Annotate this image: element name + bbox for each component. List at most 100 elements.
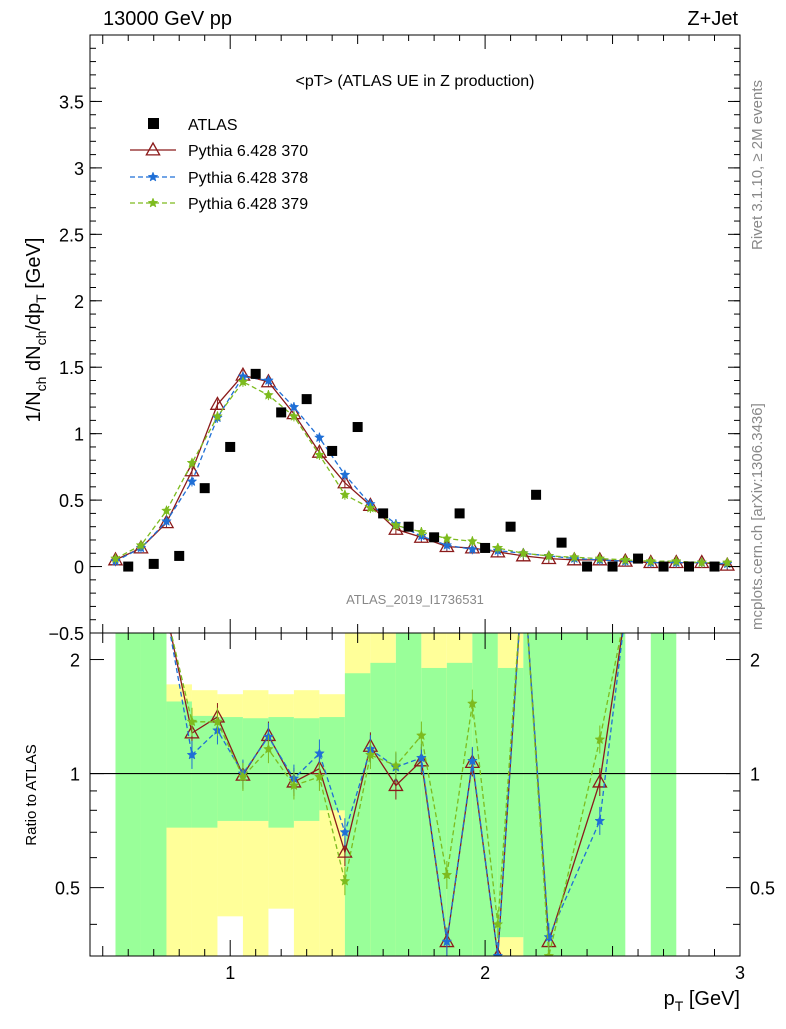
ratio-point	[415, 752, 427, 763]
main-plot-series	[107, 366, 736, 572]
ratio-axis: 0.5 0.5 1 1 2 2 1 2 3	[55, 633, 775, 983]
data-point-379	[110, 552, 121, 564]
y-tick-label: 2.5	[59, 225, 84, 245]
data-point-atlas	[429, 532, 440, 543]
ratio-point	[390, 759, 402, 771]
data-point-atlas	[531, 489, 542, 500]
ratio-y-tick-label: 1	[70, 765, 80, 785]
data-point-atlas	[148, 558, 159, 569]
data-point-370	[337, 474, 353, 489]
data-point-379	[161, 505, 172, 516]
rivet-label: Rivet 3.1.10, ≥ 2M events	[749, 80, 766, 250]
ratio-point	[186, 716, 198, 727]
data-point-atlas	[301, 394, 312, 405]
ratio-point	[339, 826, 351, 837]
y-axis-title: 1/Nch dNch/dpT [GeV]	[23, 238, 49, 423]
data-point-378	[314, 432, 325, 443]
data-point-atlas	[250, 368, 261, 379]
data-point-379	[670, 555, 682, 566]
ratio-x-tick-label: 1	[225, 963, 235, 983]
y-tick-label: 3.5	[59, 92, 84, 112]
data-point-379	[415, 526, 427, 537]
ratio-y-tick-label: 0.5	[55, 879, 80, 899]
data-point-atlas	[225, 441, 236, 452]
data-point-370	[158, 514, 175, 529]
ratio-point	[466, 755, 478, 766]
data-point-378	[466, 543, 478, 554]
ratio-line	[170, 633, 622, 956]
data-point-379	[619, 554, 631, 565]
legend-label: Pythia 6.428 370	[188, 143, 308, 160]
band-green	[140, 633, 167, 956]
data-point-atlas	[378, 508, 389, 519]
ratio-point	[543, 931, 555, 942]
data-point-370	[413, 528, 430, 543]
data-point-370	[515, 547, 532, 562]
band-green	[217, 717, 243, 821]
y-tick-label: 1.5	[59, 358, 84, 378]
data-point-379	[186, 457, 198, 468]
svg-text:1/Nch dNch/dpT [GeV]: 1/Nch dNch/dpT [GeV]	[23, 238, 49, 423]
data-point-atlas	[684, 561, 695, 572]
ratio-point	[263, 743, 274, 754]
ratio-y-tick-label-right: 2	[750, 651, 760, 671]
band-green	[370, 662, 396, 956]
band-green	[523, 633, 626, 956]
data-point-atlas	[352, 422, 363, 433]
legend-marker-atlas	[148, 118, 159, 129]
ratio-point-370	[388, 777, 404, 792]
ratio-series	[169, 633, 624, 956]
band-green	[166, 701, 192, 828]
data-point-atlas	[582, 561, 593, 572]
ratio-point	[288, 779, 300, 791]
ratio-point	[212, 716, 223, 727]
data-point-378	[161, 515, 172, 526]
data-point-atlas	[505, 521, 516, 532]
data-point-atlas	[480, 542, 491, 553]
data-point-atlas	[454, 508, 465, 519]
y-tick-label: 0.5	[59, 491, 84, 511]
data-point-378	[288, 401, 300, 412]
data-point-379	[594, 552, 606, 564]
main-plot-panel: −0.5 0 0.5 1 1.5 2 2.5 3 3.5 <pT> (ATLAS UE in Z…	[23, 34, 741, 644]
legend-label: ATLAS	[188, 117, 238, 134]
data-point-379	[314, 449, 325, 460]
legend-label: Pythia 6.428 379	[188, 196, 308, 213]
ratio-y-tick-label-right: 1	[750, 765, 760, 785]
data-point-370	[184, 462, 200, 477]
data-point-379	[696, 556, 708, 568]
data-point-379	[441, 532, 453, 544]
data-point-379	[543, 550, 555, 561]
data-point-379	[517, 547, 529, 558]
data-point-378	[186, 475, 198, 487]
ratio-panel: 0.5 0.5 1 1 2 2 1 2 3 Ratio to ATLAS pT [GeV]	[23, 632, 775, 1014]
data-point-370	[260, 373, 277, 388]
y-tick-label: 3	[74, 159, 84, 179]
data-point-378	[339, 469, 351, 480]
data-point-370	[388, 521, 404, 535]
band-green	[344, 673, 371, 956]
data-point-atlas	[403, 521, 414, 532]
data-point-370	[541, 550, 557, 565]
ratio-point	[441, 869, 453, 880]
data-point-379	[364, 502, 376, 513]
ratio-point-370	[184, 724, 200, 739]
mcplots-label: mcplots.cern.ch [arXiv:1306.3436]	[749, 403, 766, 630]
data-point-379	[263, 389, 274, 400]
y-tick-label: 2	[74, 292, 84, 312]
svg-text:pT [GeV]: pT [GeV]	[664, 988, 740, 1014]
data-point-379	[390, 519, 402, 530]
data-point-370	[209, 396, 226, 410]
ratio-frame	[89, 632, 741, 957]
legend-label: Pythia 6.428 378	[188, 170, 308, 187]
data-point-atlas	[633, 553, 644, 564]
ratio-point-370	[337, 843, 353, 858]
ratio-point	[237, 771, 249, 782]
ratio-x-tick-label: 3	[735, 963, 745, 983]
ratio-point	[186, 749, 198, 760]
data-point-atlas	[276, 407, 287, 418]
y-tick-label: 0	[74, 558, 84, 578]
data-point-379	[568, 551, 580, 562]
legend-marker	[147, 171, 159, 182]
